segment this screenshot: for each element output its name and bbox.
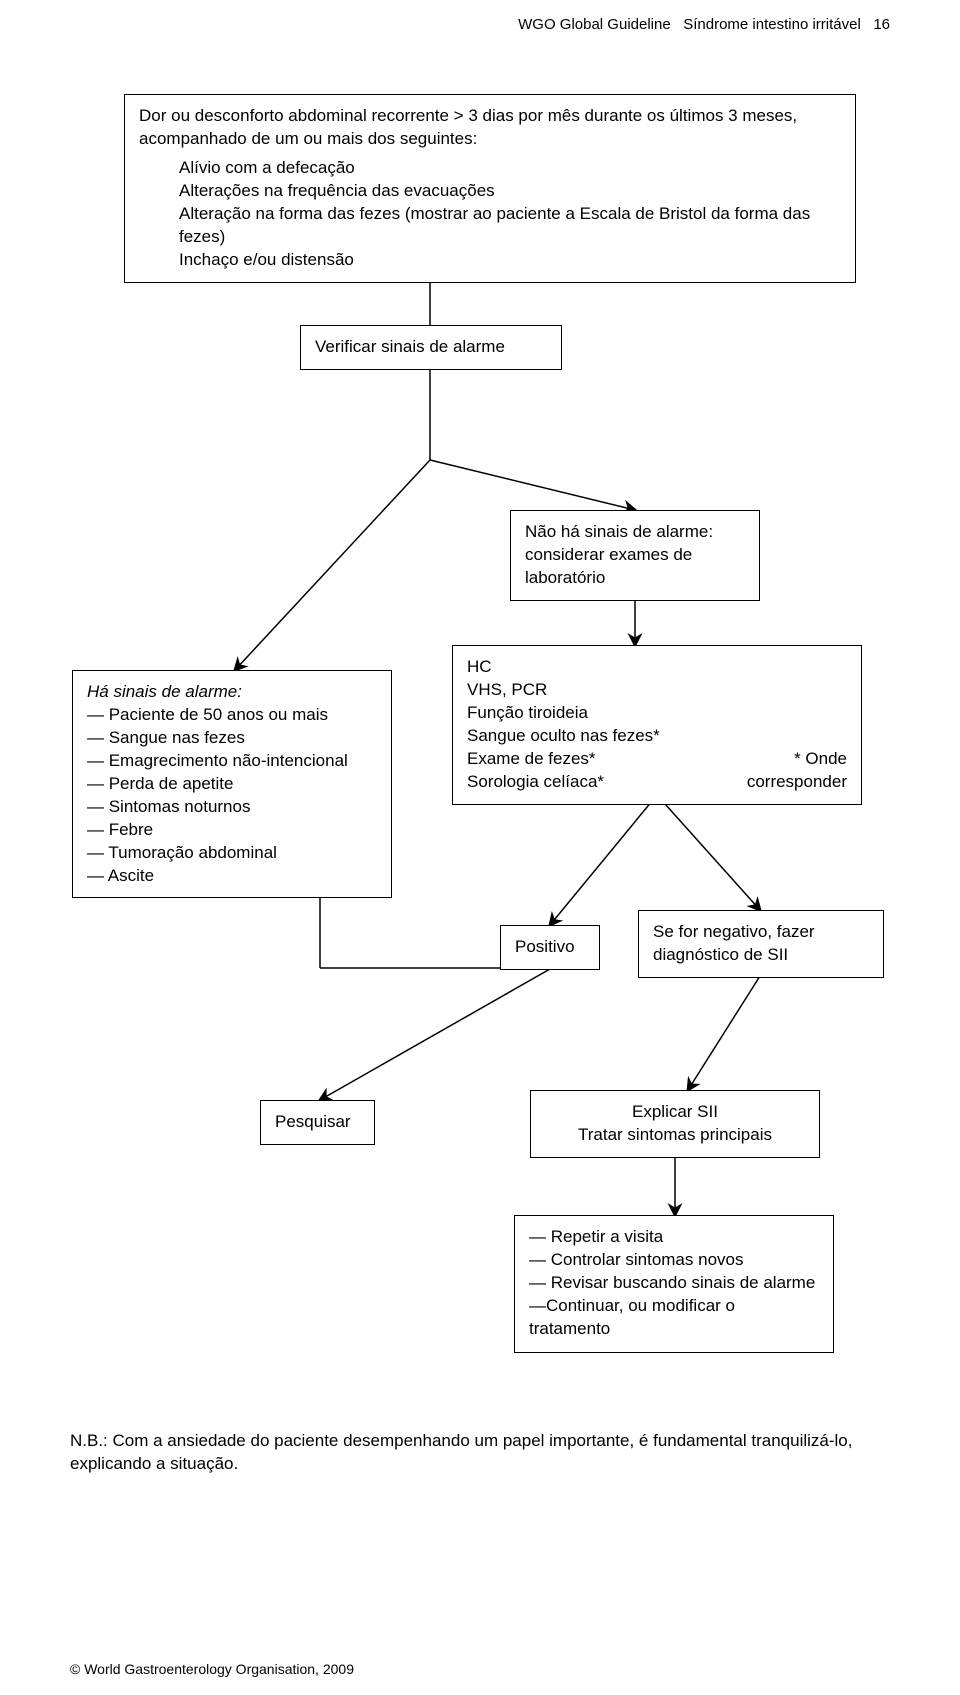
- negative-text: Se for negativo, fazer diagnóstico de SI…: [653, 922, 815, 964]
- explain-line: Tratar sintomas principais: [545, 1124, 805, 1147]
- alarm-item: — Sangue nas fezes: [87, 727, 377, 750]
- alarm-item: — Ascite: [87, 865, 377, 888]
- labs-note: * Onde corresponder: [727, 748, 847, 794]
- box-research: Pesquisar: [260, 1100, 375, 1145]
- intro-bullet: Alterações na frequência das evacuações: [179, 180, 841, 203]
- research-text: Pesquisar: [275, 1112, 351, 1131]
- alarm-title: Há sinais de alarme:: [87, 681, 377, 704]
- intro-bullet: Alteração na forma das fezes (mostrar ao…: [179, 203, 841, 249]
- footnote: N.B.: Com a ansiedade do paciente desemp…: [70, 1430, 890, 1476]
- labs-line: Função tiroideia: [467, 702, 727, 725]
- header-left: WGO Global Guideline: [518, 16, 671, 33]
- explain-line: Explicar SII: [545, 1101, 805, 1124]
- alarm-item: — Paciente de 50 anos ou mais: [87, 704, 377, 727]
- box-followup: — Repetir a visita — Controlar sintomas …: [514, 1215, 834, 1353]
- followup-line: — Revisar buscando sinais de alarme: [529, 1272, 819, 1295]
- noalarm-line: considerar exames de laboratório: [525, 544, 745, 590]
- alarm-item: — Tumoração abdominal: [87, 842, 377, 865]
- labs-line: Sorologia celíaca*: [467, 771, 727, 794]
- intro-bullet: Inchaço e/ou distensão: [179, 249, 841, 272]
- box-lab-tests: HC VHS, PCR Função tiroideia Sangue ocul…: [452, 645, 862, 805]
- box-positive: Positivo: [500, 925, 600, 970]
- alarm-item: — Emagrecimento não-intencional: [87, 750, 377, 773]
- box-explain: Explicar SII Tratar sintomas principais: [530, 1090, 820, 1158]
- intro-bullet: Alívio com a defecação: [179, 157, 841, 180]
- box-check-alarm: Verificar sinais de alarme: [300, 325, 562, 370]
- footnote-text: N.B.: Com a ansiedade do paciente desemp…: [70, 1431, 853, 1473]
- footer: © World Gastroenterology Organisation, 2…: [70, 1661, 354, 1677]
- intro-main: Dor ou desconforto abdominal recorrente …: [139, 105, 841, 151]
- labs-line: HC: [467, 656, 727, 679]
- positive-text: Positivo: [515, 937, 575, 956]
- followup-line: — Repetir a visita: [529, 1226, 819, 1249]
- alarm-item: — Sintomas noturnos: [87, 796, 377, 819]
- box-negative: Se for negativo, fazer diagnóstico de SI…: [638, 910, 884, 978]
- header-pageno: 16: [873, 16, 890, 33]
- alarm-item: — Febre: [87, 819, 377, 842]
- page-header: WGO Global Guideline Síndrome intestino …: [518, 16, 890, 33]
- noalarm-line: Não há sinais de alarme:: [525, 521, 745, 544]
- check-text: Verificar sinais de alarme: [315, 337, 505, 356]
- alarm-item: — Perda de apetite: [87, 773, 377, 796]
- header-right: Síndrome intestino irritável: [683, 16, 861, 33]
- labs-line: VHS, PCR: [467, 679, 727, 702]
- box-intro: Dor ou desconforto abdominal recorrente …: [124, 94, 856, 283]
- box-alarm-signs: Há sinais de alarme: — Paciente de 50 an…: [72, 670, 392, 898]
- labs-line: Exame de fezes*: [467, 748, 727, 771]
- labs-line: Sangue oculto nas fezes*: [467, 725, 727, 748]
- followup-line: —Continuar, ou modificar o tratamento: [529, 1295, 819, 1341]
- box-no-alarm: Não há sinais de alarme: considerar exam…: [510, 510, 760, 601]
- footer-text: © World Gastroenterology Organisation, 2…: [70, 1661, 354, 1677]
- followup-line: — Controlar sintomas novos: [529, 1249, 819, 1272]
